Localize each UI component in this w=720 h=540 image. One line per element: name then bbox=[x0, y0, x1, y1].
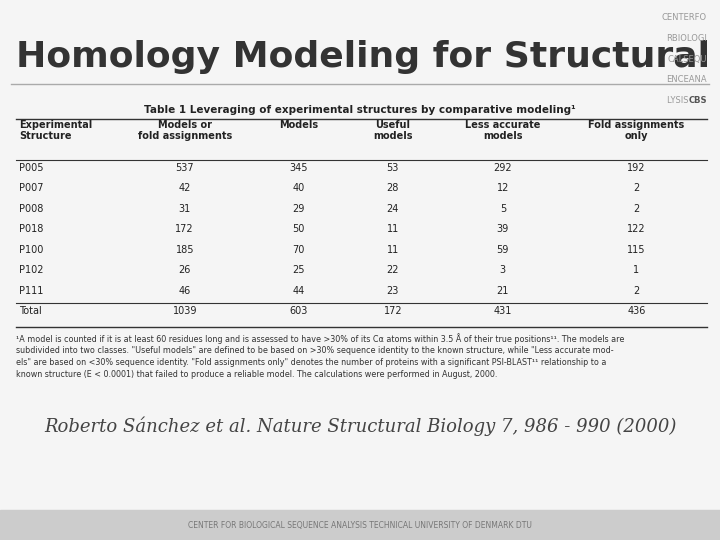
Text: 29: 29 bbox=[292, 204, 305, 214]
Text: 192: 192 bbox=[627, 163, 646, 173]
Text: P005: P005 bbox=[19, 163, 44, 173]
Text: Fold assignments
only: Fold assignments only bbox=[588, 120, 685, 141]
Text: 59: 59 bbox=[497, 245, 509, 255]
Text: CALSEQU: CALSEQU bbox=[667, 55, 707, 64]
Text: 172: 172 bbox=[176, 224, 194, 234]
Text: P008: P008 bbox=[19, 204, 44, 214]
Text: 2: 2 bbox=[633, 286, 639, 296]
Text: 185: 185 bbox=[176, 245, 194, 255]
Text: P018: P018 bbox=[19, 224, 44, 234]
Text: 2: 2 bbox=[633, 204, 639, 214]
Text: CENTERFO: CENTERFO bbox=[662, 14, 707, 23]
Text: Models or
fold assignments: Models or fold assignments bbox=[138, 120, 232, 141]
Text: CBS: CBS bbox=[688, 96, 707, 105]
Text: Roberto Sánchez et al. Nature Structural Biology 7, 986 - 990 (2000): Roberto Sánchez et al. Nature Structural… bbox=[44, 417, 676, 436]
Text: 345: 345 bbox=[289, 163, 308, 173]
Text: 50: 50 bbox=[292, 224, 305, 234]
Text: 23: 23 bbox=[387, 286, 399, 296]
Text: P102: P102 bbox=[19, 265, 44, 275]
Text: Table 1 Leveraging of experimental structures by comparative modeling¹: Table 1 Leveraging of experimental struc… bbox=[144, 105, 576, 116]
Text: 70: 70 bbox=[292, 245, 305, 255]
Text: 3: 3 bbox=[500, 265, 506, 275]
Bar bbox=[0, 510, 720, 540]
Text: CENTER FOR BIOLOGICAL SEQUENCE ANALYSIS TECHNICAL UNIVERSITY OF DENMARK DTU: CENTER FOR BIOLOGICAL SEQUENCE ANALYSIS … bbox=[188, 521, 532, 530]
Text: 46: 46 bbox=[179, 286, 191, 296]
Text: 44: 44 bbox=[292, 286, 305, 296]
Text: 22: 22 bbox=[387, 265, 399, 275]
Text: 115: 115 bbox=[627, 245, 646, 255]
Text: P111: P111 bbox=[19, 286, 44, 296]
Text: 53: 53 bbox=[387, 163, 399, 173]
Text: 21: 21 bbox=[497, 286, 509, 296]
Text: 26: 26 bbox=[179, 265, 191, 275]
Text: 292: 292 bbox=[493, 163, 512, 173]
Text: ¹A model is counted if it is at least 60 residues long and is assessed to have >: ¹A model is counted if it is at least 60… bbox=[16, 333, 624, 379]
Text: 2: 2 bbox=[633, 183, 639, 193]
Text: 172: 172 bbox=[384, 306, 402, 316]
Text: 12: 12 bbox=[497, 183, 509, 193]
Text: 28: 28 bbox=[387, 183, 399, 193]
Text: Useful
models: Useful models bbox=[373, 120, 413, 141]
Text: ENCEANA: ENCEANA bbox=[667, 75, 707, 84]
Text: 24: 24 bbox=[387, 204, 399, 214]
Text: 40: 40 bbox=[292, 183, 305, 193]
Text: 11: 11 bbox=[387, 224, 399, 234]
Text: 436: 436 bbox=[627, 306, 646, 316]
Text: Experimental
Structure: Experimental Structure bbox=[19, 120, 93, 141]
Text: 31: 31 bbox=[179, 204, 191, 214]
Text: 537: 537 bbox=[176, 163, 194, 173]
Text: P100: P100 bbox=[19, 245, 44, 255]
Text: 1: 1 bbox=[634, 265, 639, 275]
Text: 431: 431 bbox=[494, 306, 512, 316]
Text: LYSIS: LYSIS bbox=[667, 96, 691, 105]
Text: Total: Total bbox=[19, 306, 42, 316]
Text: Homology Modeling for Structural Genomics: Homology Modeling for Structural Genomic… bbox=[16, 40, 720, 73]
Text: RBIOLOGI: RBIOLOGI bbox=[666, 34, 707, 43]
Text: 5: 5 bbox=[500, 204, 506, 214]
Text: 25: 25 bbox=[292, 265, 305, 275]
Text: 603: 603 bbox=[289, 306, 307, 316]
Text: 1039: 1039 bbox=[173, 306, 197, 316]
Text: P007: P007 bbox=[19, 183, 44, 193]
Text: Less accurate
models: Less accurate models bbox=[465, 120, 541, 141]
Text: 42: 42 bbox=[179, 183, 191, 193]
Text: 39: 39 bbox=[497, 224, 509, 234]
Text: 122: 122 bbox=[627, 224, 646, 234]
Text: 11: 11 bbox=[387, 245, 399, 255]
Text: Models: Models bbox=[279, 120, 318, 130]
